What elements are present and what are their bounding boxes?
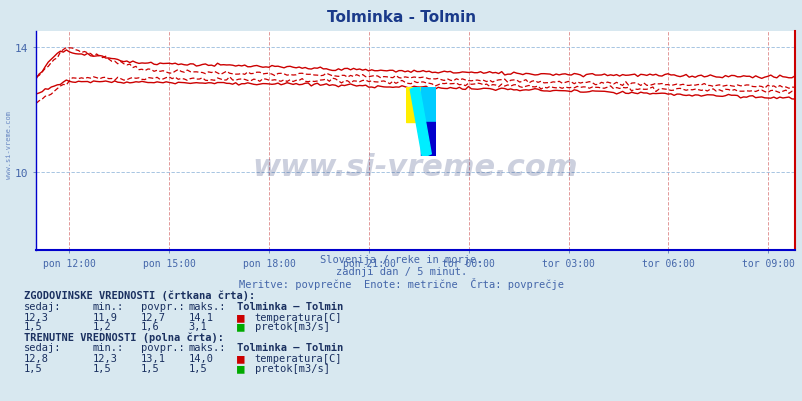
Text: zadnji dan / 5 minut.: zadnji dan / 5 minut. — [335, 267, 467, 277]
Text: Tolminka - Tolmin: Tolminka - Tolmin — [326, 10, 476, 25]
Text: 13,1: 13,1 — [140, 353, 165, 363]
Text: maks.:: maks.: — [188, 302, 226, 312]
Text: 1,5: 1,5 — [24, 363, 43, 373]
Text: ■: ■ — [237, 361, 244, 374]
Text: 12,3: 12,3 — [92, 353, 117, 363]
Text: ZGODOVINSKE VREDNOSTI (črtkana črta):: ZGODOVINSKE VREDNOSTI (črtkana črta): — [24, 290, 255, 301]
Text: 12,3: 12,3 — [24, 312, 49, 322]
Text: sedaj:: sedaj: — [24, 342, 62, 352]
Bar — [420, 88, 435, 122]
Text: maks.:: maks.: — [188, 342, 226, 352]
Text: 1,6: 1,6 — [140, 322, 159, 332]
Text: Meritve: povprečne  Enote: metrične  Črta: povprečje: Meritve: povprečne Enote: metrične Črta:… — [239, 277, 563, 290]
Text: temperatura[C]: temperatura[C] — [254, 312, 342, 322]
Text: pretok[m3/s]: pretok[m3/s] — [254, 363, 329, 373]
Text: povpr.:: povpr.: — [140, 302, 184, 312]
Text: povpr.:: povpr.: — [140, 342, 184, 352]
Text: Tolminka – Tolmin: Tolminka – Tolmin — [237, 342, 342, 352]
Text: 3,1: 3,1 — [188, 322, 207, 332]
Text: sedaj:: sedaj: — [24, 302, 62, 312]
Text: 14,0: 14,0 — [188, 353, 213, 363]
Text: 1,5: 1,5 — [140, 363, 159, 373]
Bar — [420, 122, 435, 156]
Text: min.:: min.: — [92, 302, 124, 312]
Text: pretok[m3/s]: pretok[m3/s] — [254, 322, 329, 332]
Text: ■: ■ — [237, 351, 244, 364]
Text: Tolminka – Tolmin: Tolminka – Tolmin — [237, 302, 342, 312]
Text: TRENUTNE VREDNOSTI (polna črta):: TRENUTNE VREDNOSTI (polna črta): — [24, 332, 224, 342]
Text: 14,1: 14,1 — [188, 312, 213, 322]
Text: ■: ■ — [237, 310, 244, 323]
Bar — [405, 88, 420, 122]
Text: ■: ■ — [237, 320, 244, 332]
Text: 1,2: 1,2 — [92, 322, 111, 332]
Text: 1,5: 1,5 — [24, 322, 43, 332]
Text: 11,9: 11,9 — [92, 312, 117, 322]
Text: www.si-vreme.com: www.si-vreme.com — [253, 153, 577, 182]
Text: 12,7: 12,7 — [140, 312, 165, 322]
Text: 1,5: 1,5 — [92, 363, 111, 373]
Text: 12,8: 12,8 — [24, 353, 49, 363]
Text: 1,5: 1,5 — [188, 363, 207, 373]
Text: temperatura[C]: temperatura[C] — [254, 353, 342, 363]
FancyArrow shape — [410, 86, 431, 158]
Text: Slovenija / reke in morje.: Slovenija / reke in morje. — [320, 255, 482, 265]
Text: min.:: min.: — [92, 342, 124, 352]
Text: www.si-vreme.com: www.si-vreme.com — [6, 110, 12, 178]
